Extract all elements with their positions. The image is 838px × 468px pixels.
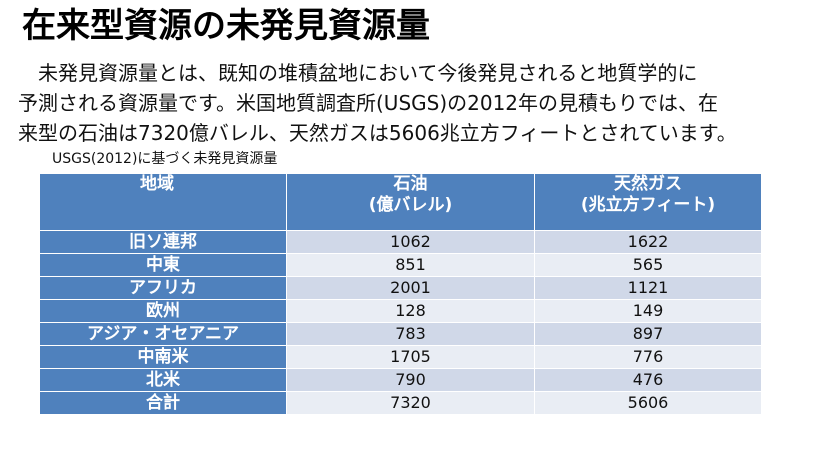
row-oil: 1705 — [286, 345, 535, 369]
row-gas: 149 — [534, 299, 762, 323]
row-oil: 128 — [286, 299, 535, 323]
row-region: 欧州 — [39, 299, 287, 323]
row-gas: 776 — [534, 345, 762, 369]
row-oil: 7320 — [286, 391, 535, 415]
row-gas: 476 — [534, 368, 762, 392]
row-region: 中東 — [39, 253, 287, 277]
row-oil: 851 — [286, 253, 535, 277]
table-row: 中東 851 565 — [39, 253, 762, 277]
table-row: アフリカ 2001 1121 — [39, 276, 762, 300]
row-region: 合計 — [39, 391, 287, 415]
header-region: 地域 — [39, 173, 287, 231]
body-line-2: 予測される資源量です。米国地質調査所(USGS)の2012年の見積もりでは、在 — [18, 91, 719, 115]
table-header-row: 地域 石油 (億バレル) 天然ガス (兆立方フィート) — [39, 173, 762, 231]
table-row: 中南米 1705 776 — [39, 345, 762, 369]
row-gas: 897 — [534, 322, 762, 346]
row-gas: 1121 — [534, 276, 762, 300]
body-paragraph: 未発見資源量とは、既知の堆積盆地において今後発見されると地質学的に 予測される資… — [18, 58, 834, 148]
resource-table: 地域 石油 (億バレル) 天然ガス (兆立方フィート) 旧ソ連邦 1062 16… — [39, 173, 762, 415]
row-oil: 2001 — [286, 276, 535, 300]
slide-title: 在来型資源の未発見資源量 — [22, 6, 430, 46]
row-region: 北米 — [39, 368, 287, 392]
table-row: 北米 790 476 — [39, 368, 762, 392]
header-gas: 天然ガス (兆立方フィート) — [534, 173, 762, 231]
header-gas-label: 天然ガス — [614, 174, 682, 195]
row-region: 中南米 — [39, 345, 287, 369]
row-oil: 783 — [286, 322, 535, 346]
row-gas: 1622 — [534, 230, 762, 254]
header-gas-unit: (兆立方フィート) — [580, 195, 716, 215]
header-oil: 石油 (億バレル) — [286, 173, 535, 231]
table-row-total: 合計 7320 5606 — [39, 391, 762, 415]
body-line-1: 未発見資源量とは、既知の堆積盆地において今後発見されると地質学的に — [18, 61, 698, 85]
body-line-3: 来型の石油は7320億バレル、天然ガスは5606兆立方フィートとされています。 — [18, 121, 737, 145]
table-caption: USGS(2012)に基づく未発見資源量 — [52, 151, 278, 167]
row-region: アフリカ — [39, 276, 287, 300]
row-gas: 565 — [534, 253, 762, 277]
row-oil: 1062 — [286, 230, 535, 254]
row-gas: 5606 — [534, 391, 762, 415]
table-row: 旧ソ連邦 1062 1622 — [39, 230, 762, 254]
row-region: 旧ソ連邦 — [39, 230, 287, 254]
table-row: アジア・オセアニア 783 897 — [39, 322, 762, 346]
table-row: 欧州 128 149 — [39, 299, 762, 323]
header-oil-label: 石油 — [393, 174, 428, 195]
row-region: アジア・オセアニア — [39, 322, 287, 346]
header-oil-unit: (億バレル) — [368, 195, 453, 215]
row-oil: 790 — [286, 368, 535, 392]
